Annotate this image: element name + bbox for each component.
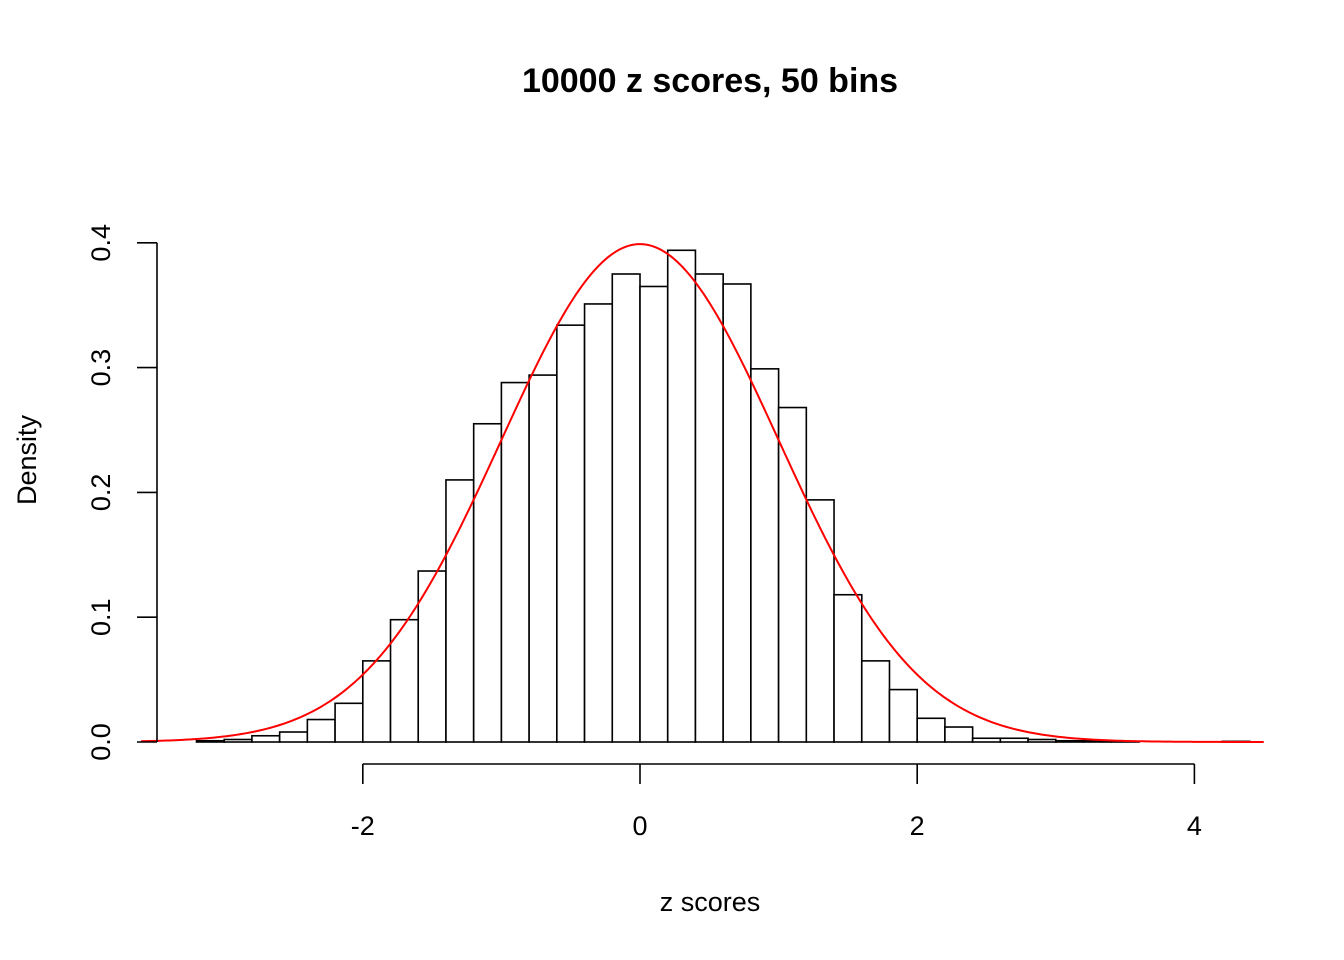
histogram-bars xyxy=(195,249,1251,743)
histogram-bar xyxy=(805,499,835,743)
histogram-bar xyxy=(361,660,392,743)
histogram-bar xyxy=(528,374,558,743)
y-axis: 0.0 0.1 0.2 0.3 0.4 xyxy=(86,224,158,761)
histogram-bar xyxy=(944,726,974,743)
y-tick-label: 0.4 xyxy=(86,224,116,262)
y-tick-label: 0.3 xyxy=(86,349,116,387)
histogram-bar xyxy=(583,303,614,743)
x-axis-label: z scores xyxy=(660,887,761,917)
histogram-bar xyxy=(666,249,697,743)
histogram-bar xyxy=(278,731,309,743)
histogram-bar xyxy=(417,570,447,743)
histogram-bar xyxy=(639,285,669,743)
histogram-bar xyxy=(777,406,808,743)
x-tick-label: 4 xyxy=(1187,811,1202,841)
histogram-bar xyxy=(500,381,530,743)
y-axis-label: Density xyxy=(12,414,42,505)
histogram-bar xyxy=(334,702,364,743)
histogram-bar xyxy=(195,739,225,743)
normal-density-curve xyxy=(141,243,1264,743)
histogram-bar xyxy=(223,738,253,743)
x-axis: -2 0 2 4 xyxy=(351,763,1202,841)
histogram-bar xyxy=(306,718,336,743)
histogram-bar xyxy=(833,593,863,743)
y-tick-label: 0.1 xyxy=(86,598,116,636)
histogram-bar xyxy=(999,737,1029,743)
chart-title: 10000 z scores, 50 bins xyxy=(522,62,898,100)
histogram-bar xyxy=(888,688,918,743)
histogram-bar xyxy=(750,368,780,743)
histogram-bar xyxy=(472,422,503,743)
y-tick-label: 0.0 xyxy=(86,723,116,761)
y-tick-label: 0.2 xyxy=(86,474,116,512)
x-tick-label: -2 xyxy=(351,811,375,841)
histogram-bar xyxy=(694,273,724,743)
x-tick-label: 0 xyxy=(632,811,647,841)
histogram-bar xyxy=(611,273,641,743)
histogram-bar xyxy=(971,737,1002,743)
histogram-bar xyxy=(860,660,891,743)
histogram-bar xyxy=(445,479,475,743)
histogram-bar xyxy=(251,734,281,743)
histogram-bar xyxy=(1027,738,1057,743)
histogram-bar xyxy=(1055,739,1085,743)
histogram-bar xyxy=(389,618,420,743)
histogram-bar xyxy=(916,717,946,743)
histogram-bar xyxy=(556,324,586,743)
x-tick-label: 2 xyxy=(910,811,925,841)
